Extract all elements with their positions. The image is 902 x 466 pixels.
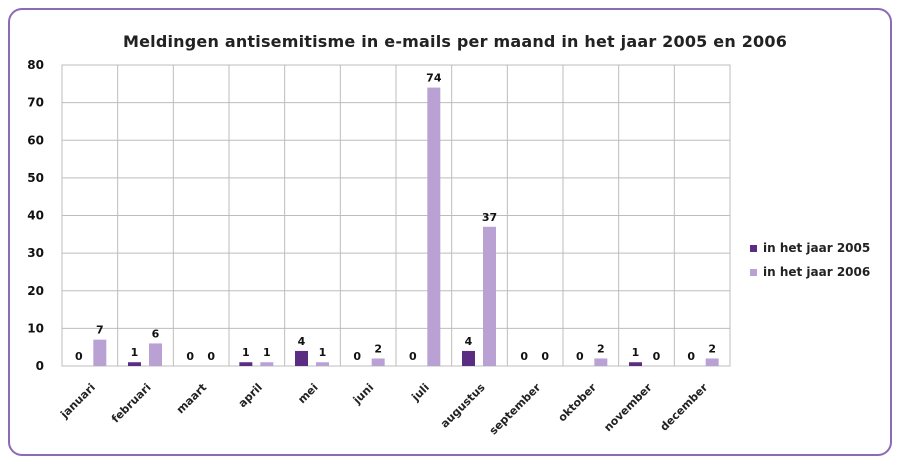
x-tick-label: december: [658, 381, 711, 434]
bar: [93, 339, 107, 366]
data-label: 1: [319, 346, 327, 359]
legend-swatch-2006: [750, 268, 757, 276]
y-tick-label: 70: [27, 96, 44, 110]
data-label: 0: [409, 350, 417, 363]
x-tick-label: juli: [409, 381, 432, 404]
bars: [93, 87, 719, 366]
x-axis-categories: januari februari maart april mei juni juli augu…: [57, 381, 710, 438]
data-label: 0: [653, 350, 661, 363]
y-tick-label: 0: [36, 359, 44, 373]
x-tick-label: maart: [174, 381, 209, 416]
data-label: 0: [207, 350, 215, 363]
data-label: 0: [353, 350, 361, 363]
data-label: 2: [374, 342, 382, 355]
bar: [295, 350, 308, 366]
legend-item-2005: in het jaar 2005: [750, 236, 870, 260]
chart-title: Meldingen antisemitisme in e-mails per m…: [122, 32, 788, 51]
bar: [629, 362, 642, 366]
data-label: 2: [708, 342, 716, 355]
bar: [371, 358, 385, 366]
legend-label-2005: in het jaar 2005: [763, 241, 871, 255]
bar: [483, 226, 496, 366]
y-tick-label: 30: [27, 246, 44, 260]
y-axis-ticks: 0 10 20 30 40 50 60 70 80: [27, 58, 44, 373]
data-label: 2: [597, 342, 605, 355]
bar: [705, 358, 719, 366]
bar: [149, 343, 162, 366]
x-tick-label: april: [236, 381, 265, 410]
x-tick-label: mei: [295, 381, 320, 406]
y-tick-label: 50: [27, 171, 44, 185]
legend-item-2006: in het jaar 2006: [750, 260, 870, 284]
data-label: 1: [131, 346, 139, 359]
y-tick-label: 10: [27, 321, 44, 335]
data-label: 1: [242, 346, 250, 359]
x-tick-label: juni: [350, 381, 376, 407]
y-tick-label: 80: [27, 58, 44, 72]
bar: [427, 87, 441, 366]
data-label: 4: [465, 335, 473, 348]
x-tick-label: februari: [109, 381, 154, 426]
data-label: 7: [96, 324, 104, 337]
y-tick-label: 20: [27, 284, 44, 298]
data-label: 0: [687, 350, 695, 363]
data-label: 1: [632, 346, 640, 359]
data-label: 0: [520, 350, 528, 363]
bar: [260, 362, 274, 366]
data-label: 0: [541, 350, 549, 363]
data-label: 6: [152, 327, 160, 340]
x-tick-label: januari: [57, 381, 98, 422]
x-tick-label: augustus: [438, 381, 488, 431]
legend-label-2006: in het jaar 2006: [763, 265, 871, 279]
data-label: 0: [75, 350, 83, 363]
x-tick-label: september: [487, 381, 544, 438]
y-tick-label: 60: [27, 133, 44, 147]
bar: [128, 362, 141, 366]
x-tick-label: november: [601, 381, 655, 435]
data-label: 37: [482, 211, 497, 224]
legend: in het jaar 2005 in het jaar 2006: [750, 236, 870, 284]
data-label: 0: [186, 350, 194, 363]
x-tick-label: oktober: [556, 381, 600, 425]
bar: [239, 362, 253, 366]
legend-swatch-2005: [750, 244, 757, 252]
data-label: 1: [263, 346, 271, 359]
grid-lines: [61, 64, 731, 367]
bar: [594, 358, 608, 366]
data-label: 0: [576, 350, 584, 363]
data-label: 4: [298, 335, 306, 348]
bar: [316, 362, 329, 366]
y-tick-label: 40: [27, 209, 44, 223]
data-label: 74: [426, 72, 442, 85]
bar: [462, 350, 475, 366]
